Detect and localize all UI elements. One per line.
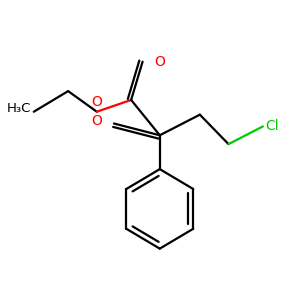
Text: O: O bbox=[154, 55, 165, 69]
Text: H₃C: H₃C bbox=[7, 102, 31, 115]
Text: Cl: Cl bbox=[266, 119, 279, 134]
Text: O: O bbox=[92, 114, 103, 128]
Text: O: O bbox=[91, 95, 102, 109]
